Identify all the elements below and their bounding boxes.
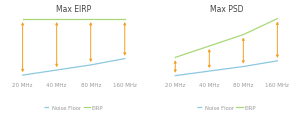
Legend: Noise Floor, EIRP: Noise Floor, EIRP xyxy=(195,103,258,112)
Title: Max PSD: Max PSD xyxy=(210,5,243,14)
Legend: Noise Floor, EIRP: Noise Floor, EIRP xyxy=(42,103,105,112)
Title: Max EIRP: Max EIRP xyxy=(56,5,91,14)
